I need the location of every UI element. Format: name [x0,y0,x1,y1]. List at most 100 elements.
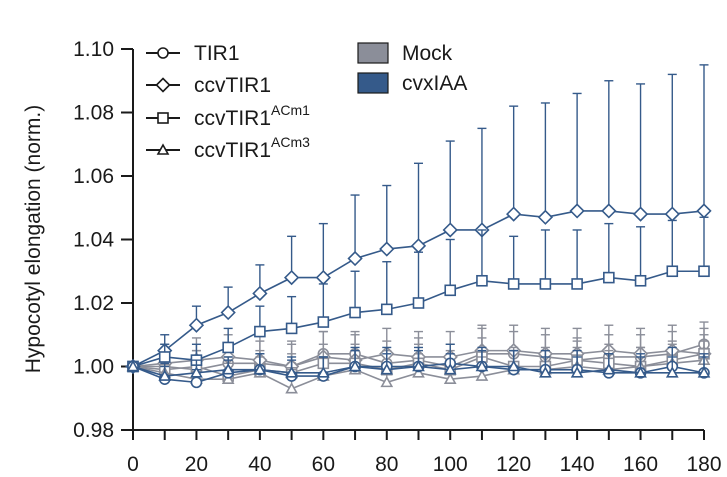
legend-marker-circle [157,47,169,59]
legend-marker-square [157,112,169,124]
data-point [158,351,171,363]
data-point [537,209,554,225]
legend-label: ccvTIR1 [194,74,271,97]
data-point [188,317,205,333]
data-point [506,206,522,222]
data-point [603,271,615,284]
legend-label: ccvTIR1ACm1 [194,102,310,130]
x-tick-label: 180 [686,453,721,476]
x-tick-label: 20 [185,453,208,476]
series-ccvtir1-cvxiaa [125,64,712,375]
data-point [190,366,203,378]
legend-swatch [357,72,389,94]
axes: 0.98 1.00 1.02 1.04 1.06 1.08 1.10 0 20 40 60 80 100… [73,38,721,476]
data-point [664,206,680,222]
data-point [507,359,521,372]
legend-label: ccvTIR1ACm3 [194,134,310,162]
y-tick-label: 1.04 [73,229,114,252]
data-point [220,304,236,321]
data-point [222,341,234,354]
y-tick-label: 0.98 [73,419,114,442]
legend-item-treatment: Mock [357,42,453,65]
legend: TIR1 ccvTIR1 ccvTIR1ACm1 ccvTIR1ACm3 Mock cvx… [146,42,467,162]
y-tick-label: 1.10 [73,38,114,61]
series-ccvtir1acm3-cvxiaa [126,349,711,381]
data-point [632,206,649,222]
legend-item-genotype: ccvTIR1ACm3 [146,134,310,162]
data-point [316,366,330,378]
data-point [285,366,298,378]
data-point [698,265,710,278]
x-tick-label: 120 [496,453,531,476]
data-point [443,372,457,385]
x-tick-label: 100 [433,453,468,476]
data-point [252,285,268,302]
y-tick-label: 1.06 [73,165,114,188]
x-tick-label: 0 [127,453,139,476]
x-tick-label: 40 [248,453,271,476]
data-point [379,241,395,257]
legend-item-genotype: TIR1 [146,42,240,65]
data-point [349,306,361,319]
legend-item-genotype: ccvTIR1ACm1 [146,102,310,130]
data-point [158,369,172,381]
y-tick-label: 1.00 [73,356,114,379]
data-point [410,238,427,254]
x-tick-label: 60 [312,453,335,476]
data-point [571,278,583,290]
data-point [475,369,489,381]
series-ccvtir1acm1-cvxiaa [127,216,710,373]
data-point [412,297,425,309]
legend-label: cvxIAA [402,72,467,95]
data-point [602,363,616,375]
data-point [315,269,331,286]
data-point [283,269,300,286]
data-point [634,274,647,287]
data-point [569,203,585,219]
legend-superscript: ACm1 [271,102,310,118]
legend-swatch [357,42,389,64]
data-point [476,274,488,287]
data-point [221,363,235,375]
data-point [443,363,457,375]
y-axis-label: Hypocotyl elongation (norm.) [22,105,45,373]
data-point [697,366,711,378]
data-point [696,203,712,219]
data-point [380,363,394,375]
y-tick-label: 1.02 [73,292,114,315]
data-point [254,325,266,338]
data-point [412,366,425,378]
data-point [507,278,520,290]
series-layer [125,64,712,394]
y-tick-label: 1.08 [73,102,114,125]
x-tick-label: 80 [375,453,398,476]
data-point [665,366,679,378]
legend-superscript: ACm3 [271,134,310,150]
data-point [444,284,457,297]
data-point [601,203,617,219]
data-point [634,366,647,378]
data-point [285,322,298,335]
data-point [380,303,393,316]
data-point [253,363,267,375]
legend-marker-diamond [155,77,171,93]
x-tick-label: 140 [560,453,595,476]
data-point [348,359,362,372]
data-point [285,382,298,394]
data-point [442,222,458,238]
data-point [380,375,394,388]
legend-item-genotype: ccvTIR1 [146,74,271,97]
legend-label: Mock [402,42,453,65]
data-point [666,265,679,278]
data-point [475,359,489,372]
data-point [539,366,552,378]
data-point [190,376,203,389]
legend-item-treatment: cvxIAA [357,72,467,95]
x-tick-label: 160 [623,453,658,476]
data-point [412,359,425,372]
data-point [347,250,363,267]
legend-label: TIR1 [194,42,240,65]
legend-marker-triangle [156,143,170,155]
data-point [570,366,584,378]
